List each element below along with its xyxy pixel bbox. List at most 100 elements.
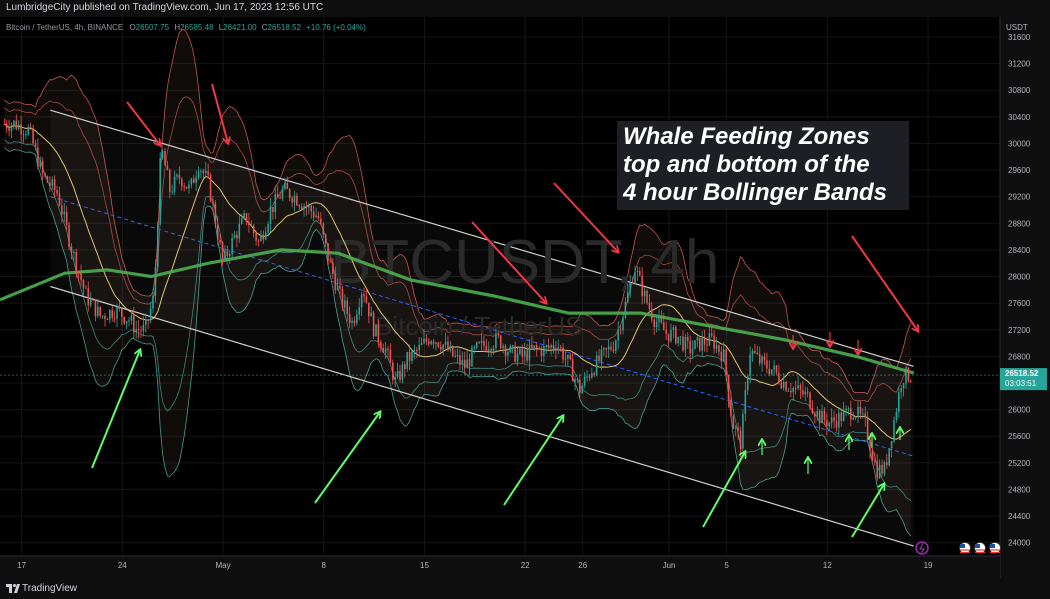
candle-body: [140, 330, 142, 332]
candle-body: [603, 348, 605, 350]
candle-body: [615, 340, 617, 352]
candle-body: [550, 345, 552, 348]
candle-body: [869, 439, 871, 452]
candle-body: [682, 336, 684, 351]
candle-body: [130, 315, 133, 321]
candle-body: [907, 367, 910, 381]
candle-body: [799, 385, 802, 390]
candle-body: [32, 127, 34, 144]
candle-body: [308, 205, 310, 208]
candle-body: [583, 376, 586, 386]
candle-body: [97, 306, 99, 317]
candle-body: [835, 421, 838, 428]
candle-body: [610, 346, 612, 350]
candle-body: [782, 382, 785, 388]
candle-body: [514, 345, 516, 362]
candle-body: [579, 379, 581, 394]
time-axis[interactable]: 17 24 May 8 15 22 26 Jun 5 12 19: [0, 555, 1000, 578]
price-tick-label: 29600: [1008, 166, 1031, 175]
candle-body: [238, 223, 241, 239]
candle-body: [202, 170, 205, 174]
candle-body: [231, 237, 233, 255]
candle-body: [411, 351, 413, 361]
candle-body: [346, 300, 349, 314]
candle-body: [394, 376, 396, 380]
candle-body: [742, 413, 744, 449]
candle-body: [519, 348, 521, 354]
candle-body: [157, 224, 159, 268]
candle-body: [533, 345, 536, 348]
candle-body: [341, 288, 344, 308]
candle-body: [56, 190, 58, 194]
candle-body: [408, 351, 411, 361]
candle-body: [255, 233, 257, 241]
price-tick-label: 26800: [1008, 352, 1031, 361]
candle-body: [871, 451, 874, 461]
candle-body: [51, 179, 54, 186]
time-tick-label: 5: [724, 561, 729, 570]
plot-area[interactable]: [0, 17, 1000, 572]
candle-body: [94, 300, 97, 317]
candle-body: [718, 345, 720, 352]
last-price-value: 26518.52: [1005, 369, 1039, 378]
candle-body: [451, 345, 454, 357]
candle-body: [178, 174, 181, 179]
candle-body: [216, 224, 219, 240]
candle-body: [516, 353, 519, 362]
candle-body: [240, 217, 243, 224]
candle-body: [358, 307, 361, 315]
candle-body: [605, 348, 608, 350]
candle-body: [291, 198, 293, 203]
candle-body: [775, 365, 778, 373]
candle-body: [399, 371, 401, 380]
high-value: 26585.48: [180, 23, 214, 32]
candle-body: [296, 195, 298, 206]
candle-body: [39, 160, 42, 167]
annotation-line-1: Whale Feeding Zones: [623, 123, 870, 150]
candle-body: [224, 250, 226, 260]
candle-body: [260, 234, 262, 242]
price-chart[interactable]: BTCUSDT, 4h Bitcoin / TetherUS USDT 2400…: [0, 0, 1050, 578]
green-arrow: [91, 350, 140, 469]
candle-body: [471, 347, 473, 367]
candle-body: [761, 356, 763, 364]
price-axis-currency: USDT: [1006, 23, 1028, 32]
candle-body: [101, 315, 104, 317]
candle-body: [749, 354, 751, 377]
candle-body: [485, 345, 488, 351]
candle-body: [677, 336, 679, 344]
time-tick-label: 15: [420, 561, 429, 570]
candle-body: [667, 333, 670, 342]
candle-body: [629, 282, 631, 293]
corner-icons[interactable]: [915, 541, 1001, 555]
candle-body: [763, 356, 766, 361]
candle-body: [149, 308, 152, 320]
candle-body: [468, 359, 471, 367]
candle-body: [250, 225, 253, 227]
price-axis[interactable]: USDT 24000244002480025200256002600026400…: [999, 17, 1050, 578]
candle-body: [624, 302, 627, 318]
candle-body: [286, 183, 289, 190]
candle-body: [881, 464, 883, 474]
channel-lower-line: [50, 285, 914, 547]
candle-body: [701, 337, 703, 351]
lightning-icon[interactable]: [915, 541, 929, 555]
candle-body: [5, 123, 8, 128]
candle-body: [818, 410, 821, 424]
red-arrow: [471, 221, 546, 303]
symbol-name: Bitcoin / TetherUS, 4h, BINANCE: [6, 23, 123, 32]
candle-body: [118, 306, 121, 310]
flag-icons[interactable]: [959, 542, 1001, 554]
candle-body: [427, 341, 430, 345]
candle-body: [854, 417, 857, 419]
band-fill: [4, 29, 911, 537]
footer-brand: TradingView: [22, 583, 78, 594]
candle-body: [384, 348, 387, 353]
candle-body: [490, 349, 492, 351]
candle-body: [634, 272, 636, 283]
candle-body: [336, 285, 339, 290]
green-arrow: [851, 484, 884, 538]
candle-body: [828, 422, 831, 427]
candle-body: [466, 359, 468, 369]
candle-body: [303, 206, 305, 210]
